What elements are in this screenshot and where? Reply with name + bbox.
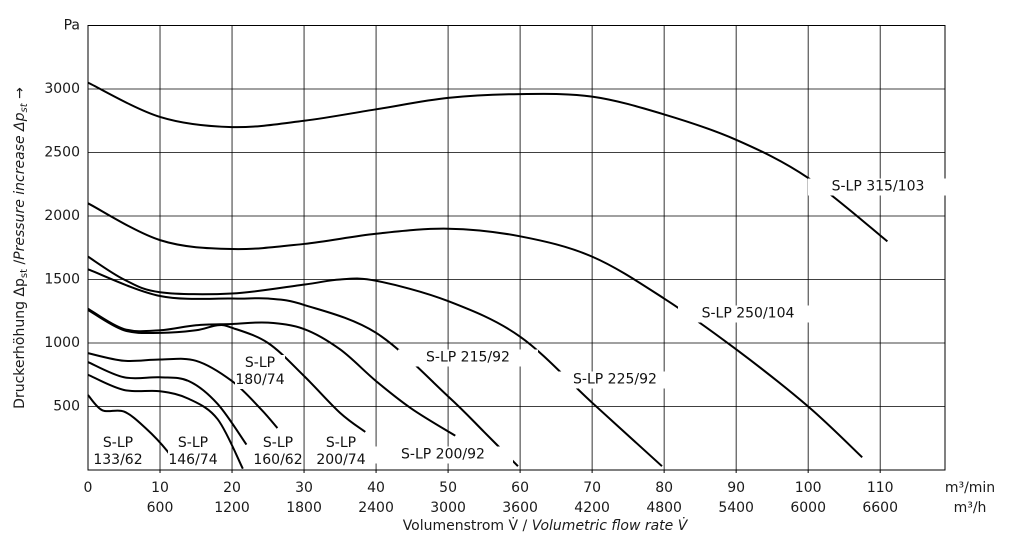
x-tick-label: 0	[84, 480, 93, 496]
x2-tick-label: 4800	[646, 500, 682, 516]
curve-label: S-LP 146/74	[168, 435, 218, 469]
x-unit: m³/min	[945, 480, 995, 496]
curve	[87, 352, 279, 429]
x2-tick-label: 1800	[286, 500, 322, 516]
x2-tick-label: 1200	[214, 500, 250, 516]
y-tick-label: 1500	[44, 272, 80, 288]
x-tick-label: 10	[151, 480, 169, 496]
curve	[87, 255, 663, 467]
x2-tick-label: 2400	[358, 500, 394, 516]
curve	[87, 81, 889, 243]
curve-label: S-LP 180/74	[235, 355, 285, 389]
curve	[87, 307, 456, 437]
y-tick-label: 3000	[44, 81, 80, 97]
y-tick-label: Pa	[64, 18, 80, 34]
x-tick-label: 100	[795, 480, 822, 496]
x2-tick-label: 600	[147, 500, 174, 516]
y-tick-label: 500	[53, 399, 80, 415]
curve	[87, 373, 244, 470]
x-tick-label: 30	[295, 480, 313, 496]
x2-tick-label: 3600	[502, 500, 538, 516]
x-tick-label: 20	[223, 480, 241, 496]
x2-tick-label: 3000	[430, 500, 466, 516]
y-label-sub: st	[19, 269, 30, 278]
y-label-part: Pressure increase Δp	[12, 112, 28, 259]
y-tick-label: 2500	[44, 145, 80, 161]
x2-tick-label: 6600	[862, 500, 898, 516]
x-tick-label: 90	[727, 480, 745, 496]
y-label-part: Druckerhöhung Δp	[12, 278, 28, 409]
x-axis-label: Volumenstrom V̇ / Volumetric flow rate V…	[403, 517, 689, 534]
curve	[87, 361, 248, 446]
y-tick-label: 2000	[44, 208, 80, 224]
x-tick-label: 60	[511, 480, 529, 496]
curve-label: S-LP 200/74	[316, 435, 366, 469]
x2-tick-label: 6000	[790, 500, 826, 516]
y-label-part: /	[12, 260, 28, 269]
x-label-part: Volumetric flow rate V̇	[532, 517, 689, 534]
x-tick-label: 80	[655, 480, 673, 496]
y-label-sub: st	[19, 102, 30, 112]
curve-label: S-LP 315/103	[808, 178, 948, 196]
curve-label: S-LP 225/92	[545, 371, 685, 389]
x2-tick-label: 4200	[574, 500, 610, 516]
x2-unit: m³/h	[954, 500, 987, 516]
y-label-part: →	[12, 87, 28, 103]
x-label-part: Volumenstrom V̇ /	[403, 517, 532, 534]
x2-tick-label: 5400	[718, 500, 754, 516]
curve-label: S-LP 133/62	[93, 435, 143, 469]
curve-label: S-LP 250/104	[678, 305, 818, 323]
x-tick-label: 40	[367, 480, 385, 496]
x-tick-label: 110	[867, 480, 894, 496]
curve-label: S-LP 215/92	[398, 349, 538, 367]
curve	[87, 309, 366, 433]
curve	[87, 202, 863, 459]
x-tick-label: 70	[583, 480, 601, 496]
curve-label: S-LP 160/62	[253, 435, 303, 469]
y-axis-label: Druckerhöhung Δpst /Pressure increase Δp…	[12, 87, 30, 409]
curve	[87, 268, 519, 467]
curve-label: S-LP 200/92	[373, 446, 513, 464]
x-tick-label: 50	[439, 480, 457, 496]
y-tick-label: 1000	[44, 335, 80, 351]
